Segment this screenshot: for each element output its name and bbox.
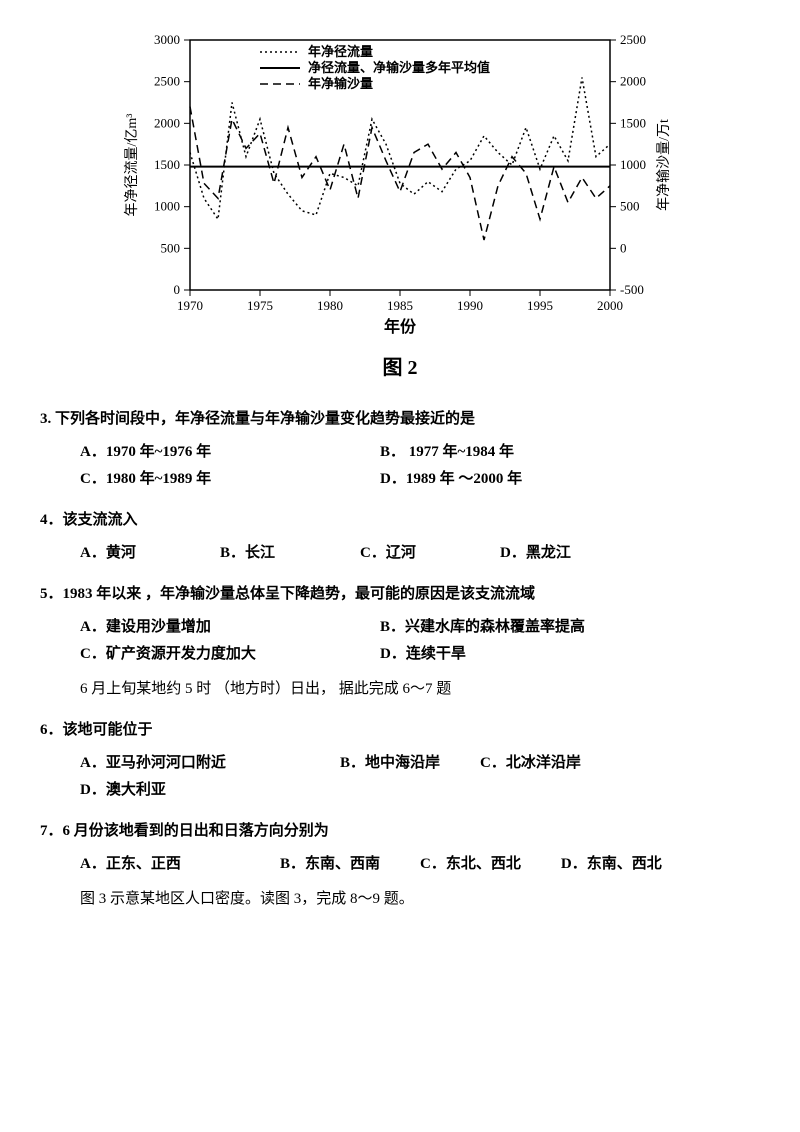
svg-text:年份: 年份 (384, 317, 417, 336)
q7-opt-d: D．东南、西北 (561, 851, 662, 878)
q5-options: A．建设用沙量增加 B．兴建水库的森林覆盖率提高 C．矿产资源开发力度加大 D．… (80, 614, 760, 668)
svg-text:0: 0 (620, 240, 627, 255)
q5-opt-b: B．兴建水库的森林覆盖率提高 (380, 614, 640, 641)
svg-text:1500: 1500 (154, 157, 180, 172)
q3-options: A．1970 年~1976 年 B． 1977 年~1984 年 C．1980 … (80, 439, 760, 493)
q7-opt-c: C．东北、西北 (420, 851, 521, 878)
svg-text:2000: 2000 (620, 74, 646, 89)
svg-text:1980: 1980 (317, 298, 343, 313)
intro-6-7: 6 月上旬某地约 5 时 （地方时）日出， 据此完成 6～7 题 (80, 676, 760, 703)
q3-opt-b: B． 1977 年~1984 年 (380, 439, 640, 466)
svg-text:年净输沙量: 年净输沙量 (308, 76, 373, 91)
q4-opt-d: D．黑龙江 (500, 540, 600, 567)
q3-opt-d: D．1989 年 ～2000 年 (380, 466, 640, 493)
q6-stem: 6．该地可能位于 (40, 717, 760, 744)
q4-opt-c: C．辽河 (360, 540, 460, 567)
q4-opt-a: A．黄河 (80, 540, 180, 567)
svg-text:0: 0 (174, 282, 181, 297)
q4-opt-b: B．长江 (220, 540, 320, 567)
svg-text:1990: 1990 (457, 298, 483, 313)
q6-opt-a: A．亚马孙河河口附近 (80, 750, 300, 777)
svg-text:-500: -500 (620, 282, 644, 297)
q5-opt-c: C．矿产资源开发力度加大 (80, 641, 340, 668)
svg-text:年净输沙量/万t: 年净输沙量/万t (656, 119, 672, 211)
svg-text:1970: 1970 (177, 298, 203, 313)
svg-text:1985: 1985 (387, 298, 413, 313)
q4-options: A．黄河 B．长江 C．辽河 D．黑龙江 (80, 540, 760, 567)
q6-opt-c: C．北冰洋沿岸 (480, 750, 581, 777)
svg-text:500: 500 (620, 199, 640, 214)
q5-opt-d: D．连续干旱 (380, 641, 640, 668)
svg-text:净径流量、净输沙量多年平均值: 净径流量、净输沙量多年平均值 (308, 60, 490, 75)
q7-opt-a: A．正东、正西 (80, 851, 240, 878)
svg-text:2500: 2500 (154, 74, 180, 89)
q6-opt-b: B．地中海沿岸 (340, 750, 440, 777)
intro-8-9: 图 3 示意某地区人口密度。读图 3，完成 8～9 题。 (80, 886, 760, 913)
runoff-sediment-chart: 1970 1975 1980 1985 1990 1995 2000 年份 0 500 1000 15… (120, 20, 680, 340)
figure-label: 图 2 (40, 350, 760, 386)
q7-options: A．正东、正西 B．东南、西南 C．东北、西北 D．东南、西北 (80, 851, 760, 878)
q7-opt-b: B．东南、西南 (280, 851, 380, 878)
q5-stem: 5．1983 年以来 ，年净输沙量总体呈下降趋势，最可能的原因是该支流流域 (40, 581, 760, 608)
chart-container: 1970 1975 1980 1985 1990 1995 2000 年份 0 500 1000 15… (120, 20, 680, 340)
svg-text:1500: 1500 (620, 115, 646, 130)
svg-text:1995: 1995 (527, 298, 553, 313)
svg-text:1000: 1000 (620, 157, 646, 172)
q5-opt-a: A．建设用沙量增加 (80, 614, 340, 641)
q7-stem: 7．6 月份该地看到的日出和日落方向分别为 (40, 818, 760, 845)
svg-text:2000: 2000 (154, 115, 180, 130)
svg-text:2000: 2000 (597, 298, 623, 313)
q6-options: A．亚马孙河河口附近 B．地中海沿岸 C．北冰洋沿岸 D．澳大利亚 (80, 750, 760, 804)
q3-opt-c: C．1980 年~1989 年 (80, 466, 340, 493)
q4-stem: 4．该支流流入 (40, 507, 760, 534)
svg-text:3000: 3000 (154, 32, 180, 47)
svg-text:1975: 1975 (247, 298, 273, 313)
svg-text:年净径流量/亿m³: 年净径流量/亿m³ (124, 114, 140, 217)
svg-text:1000: 1000 (154, 199, 180, 214)
svg-text:500: 500 (161, 240, 181, 255)
q3-opt-a: A．1970 年~1976 年 (80, 439, 340, 466)
q6-opt-d: D．澳大利亚 (80, 777, 180, 804)
svg-text:年净径流量: 年净径流量 (308, 44, 373, 59)
svg-text:2500: 2500 (620, 32, 646, 47)
q3-stem: 3. 下列各时间段中，年净径流量与年净输沙量变化趋势最接近的是 (40, 406, 760, 433)
